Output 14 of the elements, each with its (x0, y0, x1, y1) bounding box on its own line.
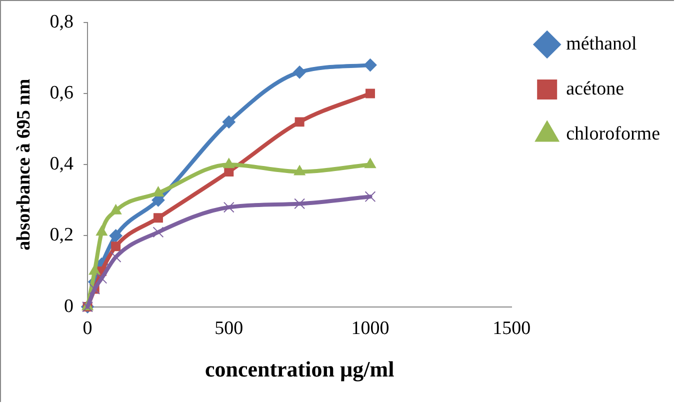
y-tick-label: 0,4 (50, 154, 74, 175)
y-tick-label: 0,8 (50, 11, 74, 32)
y-axis-title: absorbance à 695 nm (13, 78, 34, 250)
legend-label: chloroforme (566, 123, 660, 144)
x-tick-label: 500 (214, 318, 244, 340)
x-tick-label: 1500 (492, 318, 531, 340)
legend-label: méthanol (566, 33, 637, 54)
x-tick-label: 0 (82, 318, 92, 340)
y-tick-label: 0,2 (50, 224, 74, 246)
y-tick-label: 0,6 (50, 82, 74, 104)
y-tick-label: 0 (64, 296, 74, 317)
x-axis-title: concentration µg/ml (204, 356, 394, 382)
legend-label: acétone (566, 78, 624, 100)
x-tick-label: 1000 (351, 318, 390, 340)
